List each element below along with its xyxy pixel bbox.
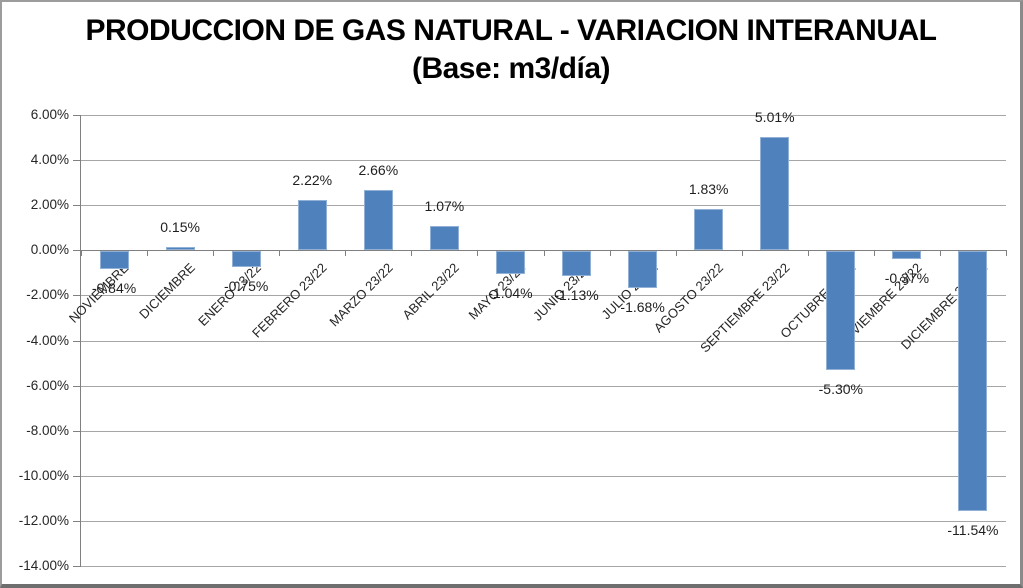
bar-value-label: -11.54% [947,521,999,538]
bar-diciembre [165,246,195,251]
y-axis-tick [73,340,81,342]
bar-value-label: 1.07% [424,198,465,215]
bar-noviembre-23-22 [892,251,922,259]
bar-noviembre [99,251,129,270]
y-axis-tick [73,566,81,567]
gridline [81,520,1006,522]
y-axis-tick [73,385,81,387]
bar-value-label: -1.68% [620,299,665,316]
gridline [81,205,1006,207]
bar-value-label: -0.75% [223,278,269,295]
y-axis-tick [73,115,81,116]
y-axis-label: -4.00% [26,332,69,348]
category-label: AGOSTO 23/22 [650,260,727,336]
x-axis-tick [675,250,677,257]
bar-mayo-23-22 [495,251,525,274]
category-label: ABRIL 23/22 [399,260,463,323]
y-axis-tick [73,250,81,252]
bar-julio-23-22 [628,251,658,289]
bar-value-label: 0.15% [160,218,200,235]
bar-octubre-23-22 [826,251,856,370]
y-axis-label: 6.00% [30,107,69,122]
bar-value-label: -1.04% [488,284,533,301]
x-axis-tick [81,250,82,257]
gridline [81,295,1006,297]
x-axis-tick [741,250,743,257]
bar-value-label: -0.84% [91,280,137,297]
y-axis-tick [73,430,81,432]
bar-marzo-23-22 [363,190,393,251]
x-axis-tick [411,250,413,257]
x-axis-tick [1006,250,1007,257]
bar-junio-23-22 [562,251,592,276]
x-axis-tick [543,250,545,257]
y-axis-label: -12.00% [18,512,69,528]
bar-abril-23-22 [429,226,459,251]
y-axis-label: -2.00% [26,287,69,303]
y-axis-label: 4.00% [30,152,69,168]
x-axis-tick [477,250,479,257]
x-axis-tick [147,250,149,257]
x-axis-tick [345,250,347,257]
x-axis-tick [279,250,281,257]
x-axis-tick [213,250,215,257]
bar-value-label: 5.01% [754,109,795,126]
gridline [81,160,1006,162]
bar-value-label: 2.22% [292,172,333,189]
x-axis-line [80,250,1006,252]
y-axis-tick [73,520,81,522]
chart-title-line1: PRODUCCION DE GAS NATURAL - VARIACION IN… [85,14,938,47]
y-axis-tick [73,295,81,297]
y-axis-tick [73,475,81,477]
gridline [81,475,1006,477]
bar-septiembre-23-22 [760,137,790,251]
y-axis-label: -8.00% [26,422,69,438]
x-axis-tick [609,250,611,257]
gridline [81,566,1006,567]
gridline [81,115,1006,116]
y-axis-tick [73,205,81,207]
y-axis-label: 2.00% [30,197,69,213]
bar-enero-23-22 [231,251,261,268]
y-axis-tick [73,160,81,162]
gridline [81,340,1006,342]
chart-title: PRODUCCION DE GAS NATURAL - VARIACION IN… [2,12,1020,88]
bar-febrero-23-22 [297,200,327,251]
bar-value-label: 1.83% [688,181,729,198]
x-axis-tick [939,250,941,257]
gridline [81,385,1006,387]
y-axis-label: -14.00% [18,558,69,573]
y-axis-line [80,115,81,566]
bar-diciembre-23-222 [958,251,988,511]
y-axis-label: -10.00% [18,467,69,483]
x-axis-tick [807,250,809,257]
bar-value-label: 2.66% [358,162,399,179]
chart-title-line2: (Base: m3/día) [411,52,611,85]
y-axis-label: -6.00% [26,377,69,393]
y-axis-label: 0.00% [30,242,69,258]
bar-value-label: -5.30% [818,380,863,397]
gridline [81,430,1006,432]
bar-value-label: -0.37% [884,269,930,286]
bar-agosto-23-22 [694,209,724,251]
bar-value-label: -1.13% [554,286,599,303]
x-axis-tick [873,250,875,257]
